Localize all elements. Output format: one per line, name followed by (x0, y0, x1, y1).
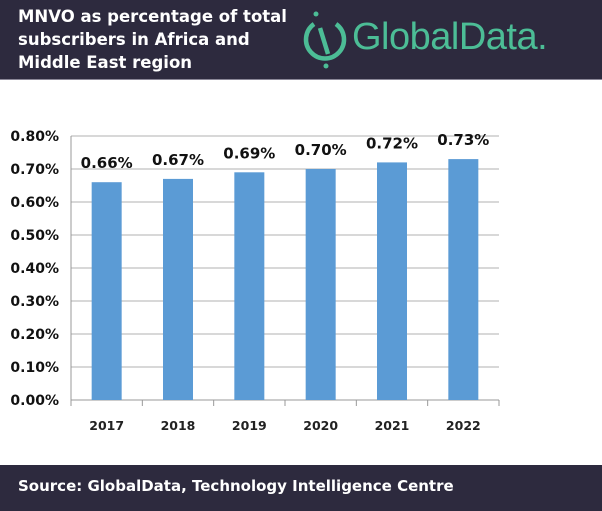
bar-2018 (163, 178, 193, 400)
y-tick-label: 0.60% (10, 195, 59, 211)
y-tick-label: 0.40% (10, 261, 59, 277)
y-tick-label: 0.50% (10, 228, 59, 244)
y-tick-label: 0.80% (10, 129, 59, 145)
bar-2017 (91, 182, 122, 400)
data-label: 0.72% (366, 134, 418, 152)
y-tick-label: 0.00% (10, 393, 59, 409)
bar-2022 (448, 159, 479, 400)
data-label: 0.69% (223, 144, 275, 162)
chart-title: MNVO as percentage of total subscribers … (18, 7, 287, 72)
x-tick-label: 2021 (375, 418, 410, 433)
x-tick-label: 2022 (446, 418, 481, 433)
footer: Source: GlobalData, Technology Intellige… (0, 465, 602, 511)
bar-chart: 0.00% 0.10% 0.20% 0.30% 0.40% 0.50% 0.60% 0.70%… (10, 129, 500, 433)
x-tick-label: 2020 (303, 418, 338, 433)
data-label: 0.66% (81, 154, 133, 172)
bar-2021 (377, 162, 407, 400)
globaldata-logo: GlobalData. (300, 10, 600, 70)
y-tick-label: 0.30% (10, 294, 59, 310)
x-tick-label: 2017 (89, 418, 124, 433)
globaldata-logo-icon (303, 11, 347, 69)
data-label: 0.73% (437, 131, 489, 149)
x-tick-label: 2018 (161, 418, 196, 433)
logo-text: GlobalData. (352, 16, 548, 58)
bar-2019 (234, 172, 265, 400)
bar-2020 (305, 169, 336, 400)
x-tick-label: 2019 (232, 418, 267, 433)
header: MNVO as percentage of total subscribers … (0, 0, 602, 80)
y-tick-label: 0.10% (10, 360, 59, 376)
data-label: 0.67% (152, 151, 204, 169)
data-label: 0.70% (295, 141, 347, 159)
y-tick-label: 0.70% (10, 162, 59, 178)
y-tick-label: 0.20% (10, 327, 59, 343)
source-note: Source: GlobalData, Technology Intellige… (18, 477, 454, 495)
